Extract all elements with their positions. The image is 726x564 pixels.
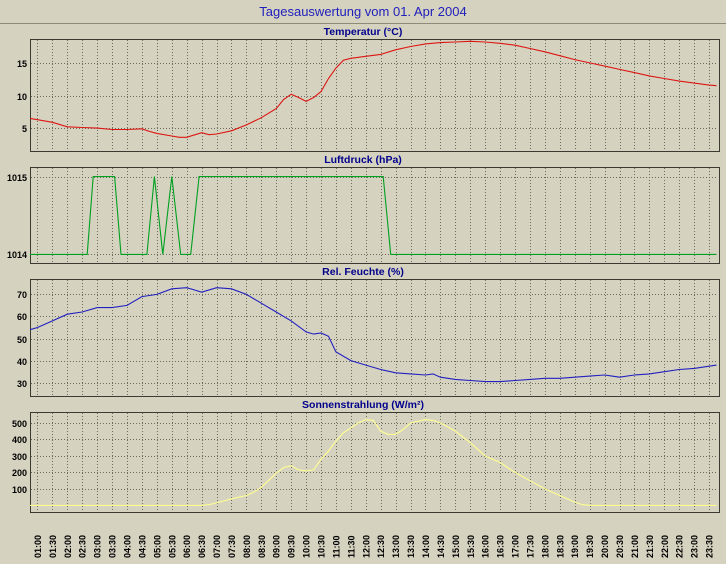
svg-text:16:30: 16:30 bbox=[496, 535, 506, 558]
svg-text:02:00: 02:00 bbox=[63, 535, 73, 558]
chart-block-temperature: Temperatur (°C) 5 10 15 bbox=[0, 26, 726, 152]
svg-text:05:30: 05:30 bbox=[167, 535, 177, 558]
page-title: Tagesauswertung vom 01. Apr 2004 bbox=[0, 0, 726, 24]
svg-text:04:30: 04:30 bbox=[137, 535, 147, 558]
svg-text:70: 70 bbox=[17, 290, 27, 300]
chart-title-temperature: Temperatur (°C) bbox=[323, 26, 403, 38]
svg-text:1014: 1014 bbox=[7, 250, 27, 260]
svg-text:06:30: 06:30 bbox=[197, 535, 207, 558]
svg-text:400: 400 bbox=[12, 435, 27, 445]
svg-text:500: 500 bbox=[12, 419, 27, 429]
svg-text:08:00: 08:00 bbox=[242, 535, 252, 558]
time-axis-labels: 01:00 01:30 02:00 02:30 03:00 03:30 04:00 04:30… bbox=[33, 535, 715, 558]
svg-text:07:00: 07:00 bbox=[212, 535, 222, 558]
chart-title-pressure: Luftdruck (hPa) bbox=[324, 154, 402, 166]
svg-text:11:30: 11:30 bbox=[346, 535, 356, 558]
svg-text:17:00: 17:00 bbox=[511, 535, 521, 558]
svg-text:14:00: 14:00 bbox=[421, 535, 431, 558]
humidity-plot: 30 40 50 60 70 bbox=[17, 279, 720, 397]
svg-text:13:30: 13:30 bbox=[406, 535, 416, 558]
svg-text:08:30: 08:30 bbox=[257, 535, 267, 558]
svg-text:15:00: 15:00 bbox=[451, 535, 461, 558]
svg-text:200: 200 bbox=[12, 468, 27, 478]
svg-text:12:30: 12:30 bbox=[376, 535, 386, 558]
svg-text:17:30: 17:30 bbox=[526, 535, 536, 558]
chart-title-radiation: Sonnenstrahlung (W/m²) bbox=[302, 399, 424, 411]
svg-text:15:30: 15:30 bbox=[466, 535, 476, 558]
svg-text:10:30: 10:30 bbox=[317, 535, 327, 558]
svg-text:19:30: 19:30 bbox=[585, 535, 595, 558]
svg-text:13:00: 13:00 bbox=[391, 535, 401, 558]
svg-text:18:30: 18:30 bbox=[555, 535, 565, 558]
svg-text:300: 300 bbox=[12, 452, 27, 462]
chart-block-humidity: Rel. Feuchte (%) 30 40 50 60 70 bbox=[0, 266, 726, 397]
svg-text:04:00: 04:00 bbox=[123, 535, 133, 558]
svg-text:60: 60 bbox=[17, 312, 27, 322]
svg-text:23:00: 23:00 bbox=[690, 535, 700, 558]
svg-text:5: 5 bbox=[22, 124, 27, 134]
svg-text:21:30: 21:30 bbox=[645, 535, 655, 558]
svg-text:09:00: 09:00 bbox=[272, 535, 282, 558]
svg-text:21:00: 21:00 bbox=[630, 535, 640, 558]
chart-title-humidity: Rel. Feuchte (%) bbox=[322, 266, 404, 278]
svg-text:100: 100 bbox=[12, 485, 27, 495]
svg-text:30: 30 bbox=[17, 379, 27, 389]
svg-text:06:00: 06:00 bbox=[182, 535, 192, 558]
svg-text:19:00: 19:00 bbox=[570, 535, 580, 558]
svg-text:02:30: 02:30 bbox=[78, 535, 88, 558]
chart-block-pressure: Luftdruck (hPa) 1014 1015 bbox=[0, 154, 726, 264]
svg-text:23:30: 23:30 bbox=[705, 535, 715, 558]
svg-text:50: 50 bbox=[17, 335, 27, 345]
pressure-plot: 1014 1015 bbox=[7, 167, 720, 264]
svg-text:15: 15 bbox=[17, 59, 27, 69]
svg-text:10:00: 10:00 bbox=[302, 535, 312, 558]
svg-text:10: 10 bbox=[17, 92, 27, 102]
svg-text:20:00: 20:00 bbox=[600, 535, 610, 558]
svg-text:12:00: 12:00 bbox=[361, 535, 371, 558]
svg-text:01:30: 01:30 bbox=[48, 535, 58, 558]
temperature-plot: 5 10 15 bbox=[17, 39, 720, 152]
svg-text:03:30: 03:30 bbox=[108, 535, 118, 558]
svg-text:16:00: 16:00 bbox=[481, 535, 491, 558]
svg-text:01:00: 01:00 bbox=[33, 535, 43, 558]
svg-text:18:00: 18:00 bbox=[540, 535, 550, 558]
svg-text:20:30: 20:30 bbox=[615, 535, 625, 558]
svg-text:40: 40 bbox=[17, 357, 27, 367]
svg-text:05:00: 05:00 bbox=[152, 535, 162, 558]
svg-text:07:30: 07:30 bbox=[227, 535, 237, 558]
svg-text:1015: 1015 bbox=[7, 173, 27, 183]
svg-text:14:30: 14:30 bbox=[436, 535, 446, 558]
chart-block-radiation: Sonnenstrahlung (W/m²) 100 200 300 400 500 bbox=[0, 399, 726, 513]
svg-text:09:30: 09:30 bbox=[287, 535, 297, 558]
radiation-plot: 100 200 300 400 500 bbox=[12, 412, 720, 513]
svg-text:11:00: 11:00 bbox=[331, 535, 341, 558]
svg-text:22:00: 22:00 bbox=[660, 535, 670, 558]
svg-text:22:30: 22:30 bbox=[675, 535, 685, 558]
svg-text:03:00: 03:00 bbox=[93, 535, 103, 558]
